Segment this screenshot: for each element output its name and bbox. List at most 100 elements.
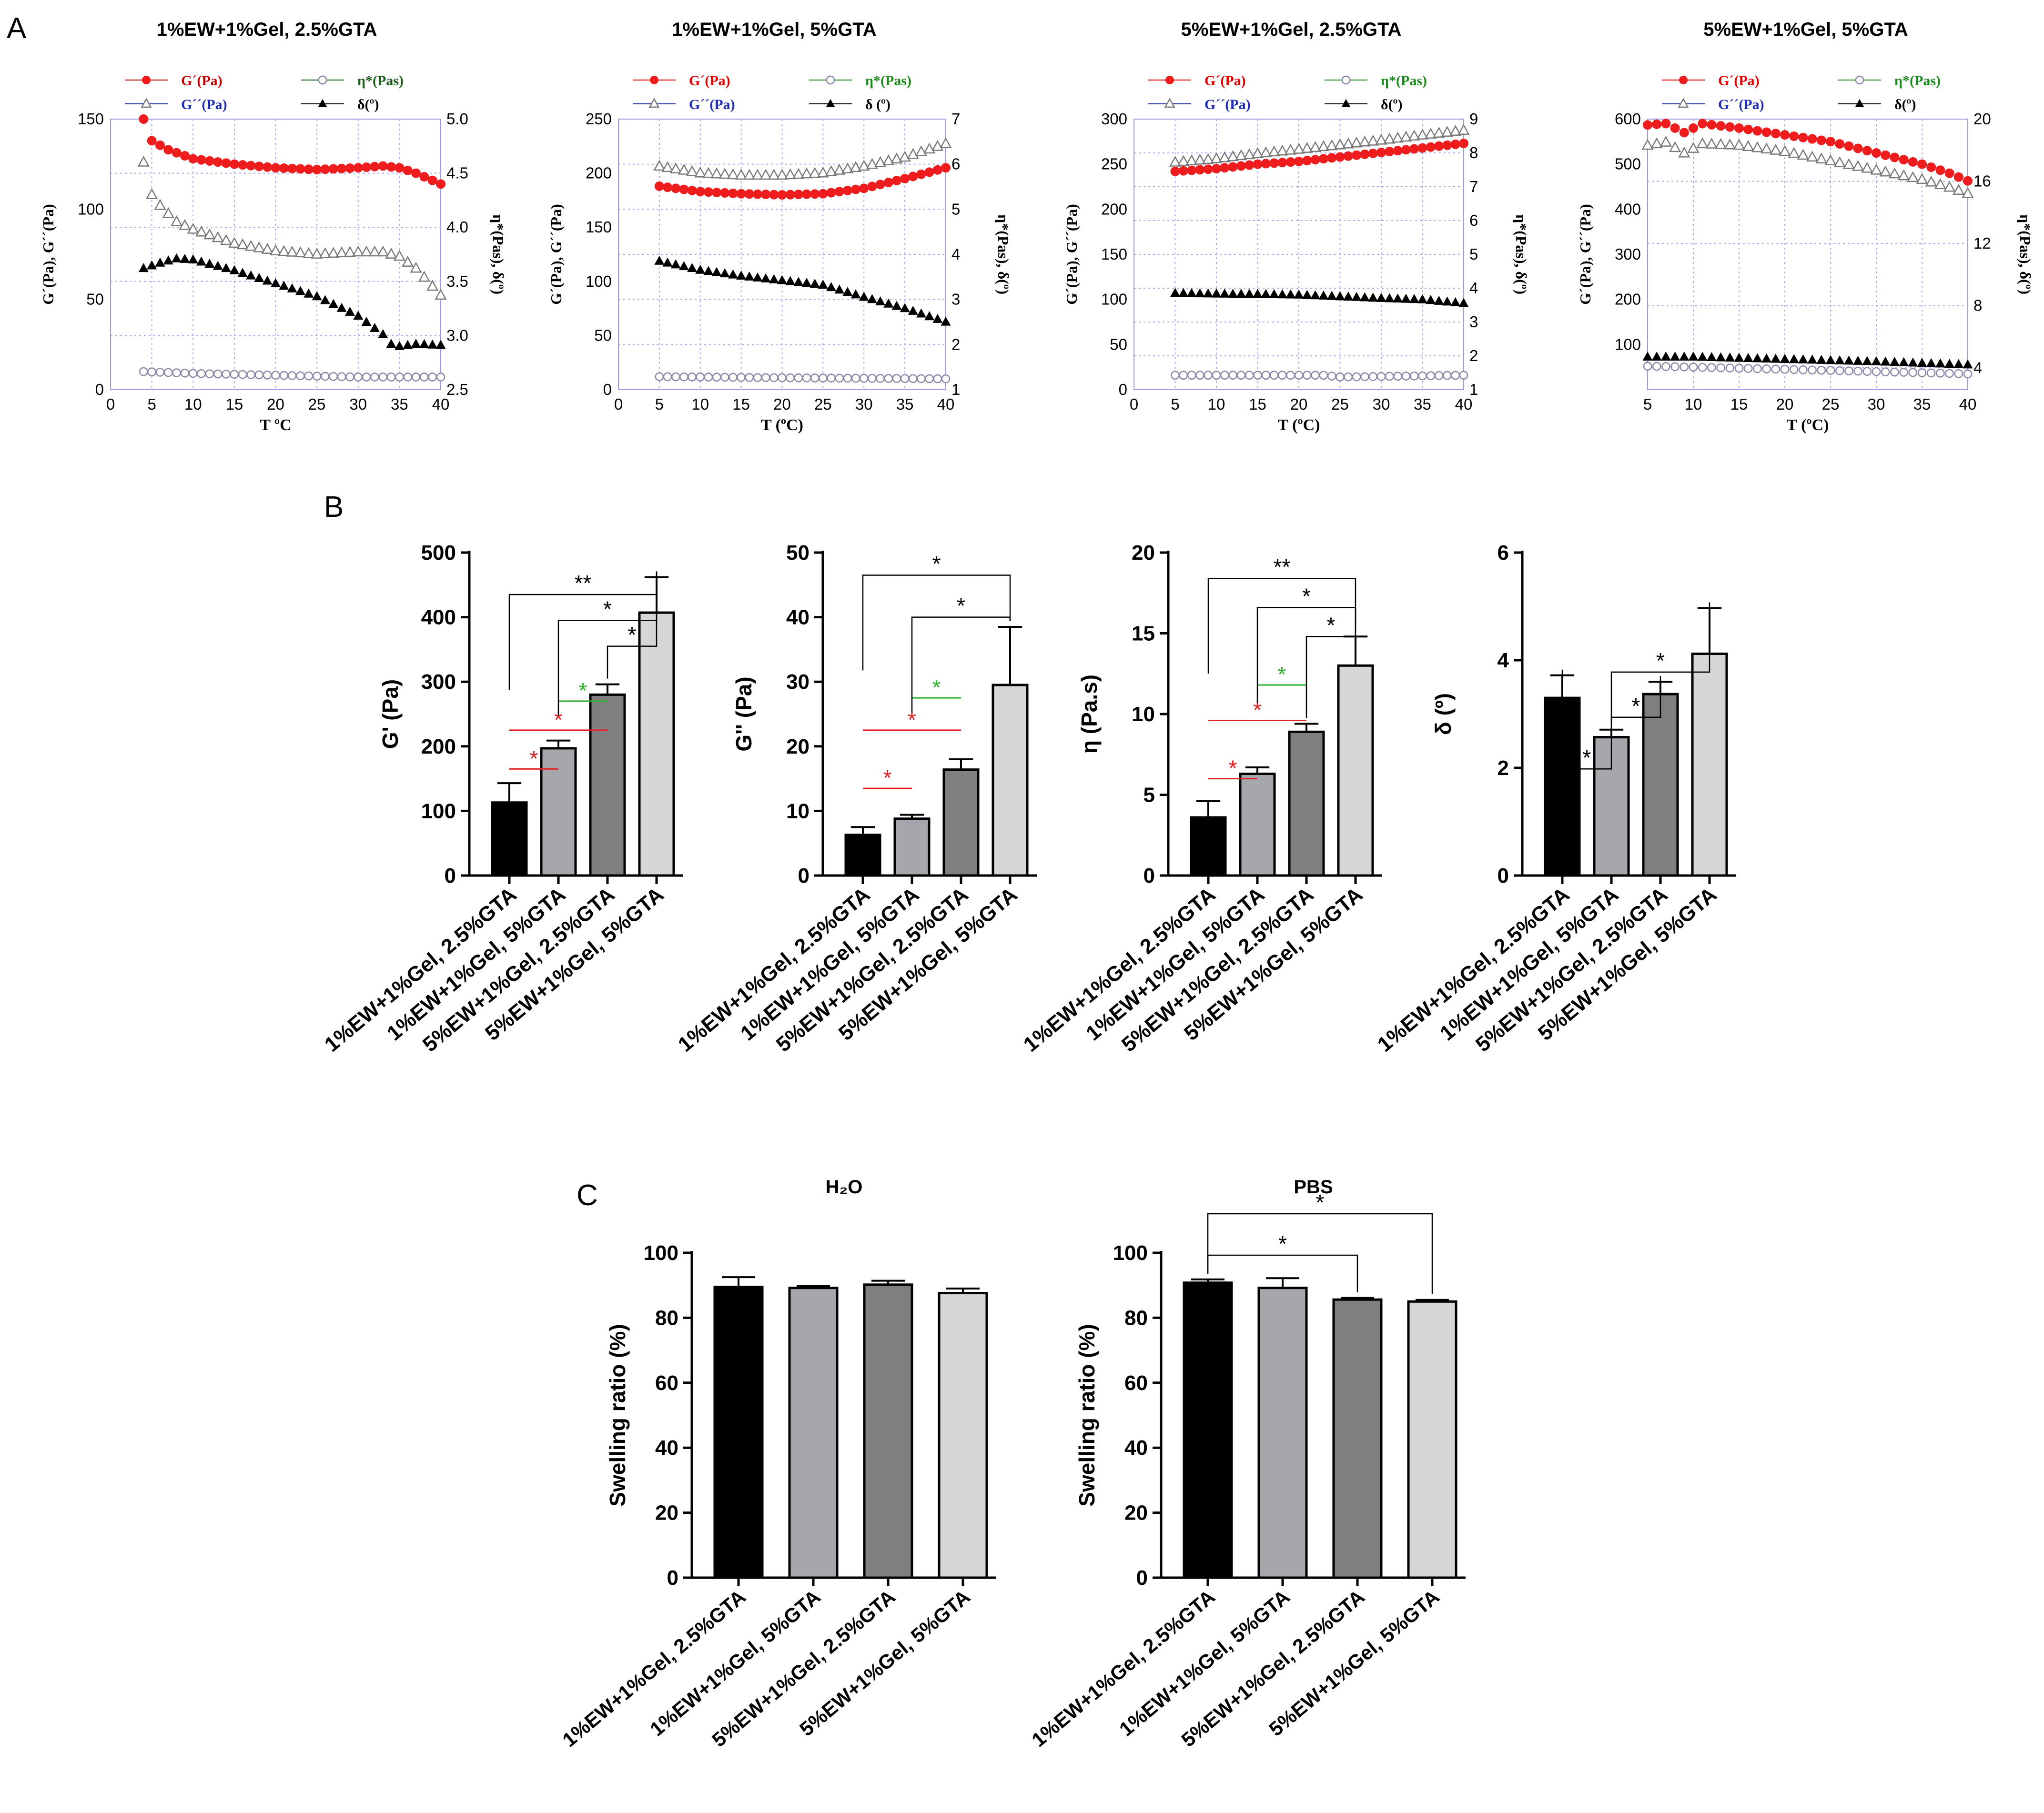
- data-point: [1426, 295, 1436, 304]
- data-point: [1862, 146, 1872, 156]
- x-tick-label: 30: [1868, 395, 1885, 413]
- data-point: [833, 163, 846, 175]
- data-point: [1834, 355, 1845, 364]
- line-chart-4: 5%EW+1%Gel, 5%GTA 5 10 15 20 25 30 35 40 100 200 30…: [1577, 19, 2034, 434]
- legend-label: η*(Pas): [865, 73, 911, 89]
- x-tick-label: 10: [184, 395, 202, 413]
- x-tick-label: 40: [1959, 395, 1977, 413]
- y-tick-label: 50: [86, 291, 104, 308]
- data-point: [744, 271, 755, 281]
- data-point: [931, 140, 944, 151]
- legend-label: G´(Pa): [689, 73, 730, 89]
- data-point: [1862, 367, 1872, 376]
- significance-star: *: [1229, 756, 1237, 781]
- data-point: [1780, 353, 1790, 363]
- legend-label: G´´(Pa): [689, 97, 735, 112]
- data-point: [1228, 288, 1238, 298]
- data-point: [891, 176, 901, 186]
- data-point: [1311, 371, 1320, 380]
- data-point: [1368, 372, 1378, 381]
- panel-label-b: B: [324, 491, 344, 524]
- data-point: [851, 373, 860, 383]
- significance-star: *: [1632, 694, 1640, 718]
- data-point: [1806, 151, 1819, 162]
- data-point: [678, 261, 689, 271]
- y2-tick-label: 3: [1469, 313, 1478, 331]
- data-point: [1917, 159, 1927, 169]
- significance-star: *: [1656, 648, 1665, 673]
- data-point: [1212, 164, 1221, 174]
- y-tick-label: 4: [1498, 649, 1509, 672]
- data-point: [876, 374, 885, 383]
- data-point: [704, 373, 713, 382]
- data-point: [809, 167, 821, 178]
- data-point: [810, 189, 820, 199]
- x-tick-label: 25: [1331, 395, 1349, 413]
- data-point: [671, 372, 680, 382]
- series-1: [1643, 362, 1973, 379]
- data-point: [1698, 363, 1707, 372]
- data-point: [1871, 356, 1882, 365]
- y-tick-label: 0: [1143, 864, 1155, 887]
- data-point: [835, 373, 844, 383]
- data-point: [825, 165, 838, 176]
- data-point: [1286, 371, 1295, 380]
- data-point: [1934, 178, 1947, 190]
- bar: [1183, 1281, 1233, 1579]
- data-point: [900, 303, 910, 312]
- data-point: [1352, 150, 1362, 160]
- y2-tick-label: 5: [1469, 245, 1478, 263]
- legend-marker: [1165, 76, 1174, 84]
- data-point: [940, 137, 952, 148]
- bar: [1257, 1287, 1308, 1579]
- data-point: [1269, 289, 1279, 298]
- data-point: [1368, 292, 1378, 302]
- data-point: [436, 373, 445, 382]
- data-point: [1853, 143, 1863, 153]
- y-tick-label: 80: [655, 1306, 678, 1330]
- data-point: [769, 373, 779, 383]
- data-point: [1705, 138, 1718, 149]
- data-point: [197, 369, 206, 378]
- data-point: [1294, 289, 1304, 299]
- legend-label: δ(º): [1894, 97, 1916, 112]
- data-point: [737, 373, 746, 382]
- data-point: [337, 372, 346, 382]
- data-point: [761, 190, 771, 200]
- data-point: [246, 161, 256, 171]
- x-tick-label: 25: [814, 395, 832, 413]
- x-tick-label: 40: [432, 395, 450, 413]
- y-tick-label: 100: [586, 272, 612, 290]
- legend-label: η*(Pas): [1381, 73, 1427, 89]
- data-point: [1725, 353, 1735, 362]
- data-point: [900, 173, 910, 183]
- bar: [1691, 652, 1728, 877]
- data-point: [1954, 369, 1963, 378]
- y-tick-label: 30: [786, 670, 810, 694]
- data-point: [859, 183, 869, 193]
- data-point: [710, 167, 723, 179]
- data-point: [1318, 290, 1329, 300]
- y-tick-label: 0: [1119, 381, 1127, 398]
- data-point: [1318, 154, 1328, 164]
- data-point: [850, 161, 862, 172]
- data-point: [418, 271, 430, 282]
- data-point: [1935, 165, 1945, 175]
- data-point: [1384, 293, 1395, 302]
- data-point: [883, 178, 893, 188]
- data-point: [352, 245, 364, 257]
- y-tick-label: 20: [1132, 541, 1155, 564]
- x-tick-label: 35: [896, 395, 914, 413]
- data-point: [941, 163, 951, 173]
- data-point: [1336, 373, 1345, 382]
- data-point: [1650, 137, 1663, 149]
- data-point: [403, 165, 413, 175]
- data-point: [212, 231, 224, 242]
- y2-tick-label: 3: [951, 291, 960, 308]
- y-tick-label: 0: [603, 381, 612, 398]
- data-point: [890, 152, 903, 164]
- data-point: [1352, 372, 1361, 382]
- data-point: [1220, 371, 1229, 380]
- line-chart-1: 1%EW+1%Gel, 2.5%GTA 0 5 10 15 20 25 30 35 40 0 50 10…: [40, 19, 507, 434]
